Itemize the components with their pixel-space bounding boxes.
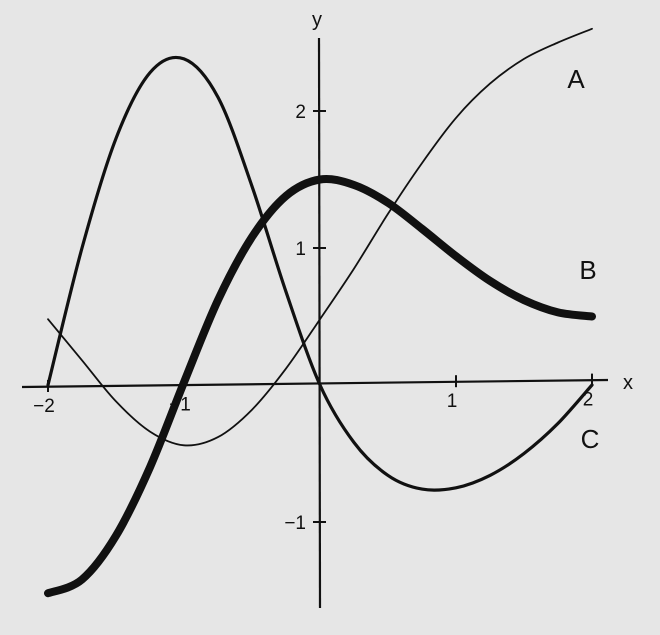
y-axis-label: y [312, 9, 322, 31]
y-axis-line [317, 37, 322, 609]
y-tick-label: 2 [295, 102, 306, 123]
x-tick-label: 2 [583, 390, 594, 411]
y-tick-label: 1 [295, 239, 306, 260]
y-tick-label: −1 [284, 513, 306, 534]
x-tick-label: −1 [169, 394, 191, 415]
x-tick-label: 1 [447, 391, 458, 412]
x-axis-label: x [623, 372, 633, 394]
curve-label-b: B [579, 255, 596, 285]
labels-layer: −2 −1 1 2 −1 1 2 x y A B C [33, 9, 633, 534]
curve-a [47, 27, 593, 447]
x-axis-line [21, 378, 609, 389]
curve-b [44, 175, 596, 598]
curve-label-a: A [567, 64, 585, 94]
curves-layer [44, 27, 596, 598]
axes-layer [21, 37, 609, 609]
curve-c [46, 55, 594, 492]
curve-label-c: C [581, 424, 600, 454]
x-tick-label: −2 [33, 396, 55, 417]
